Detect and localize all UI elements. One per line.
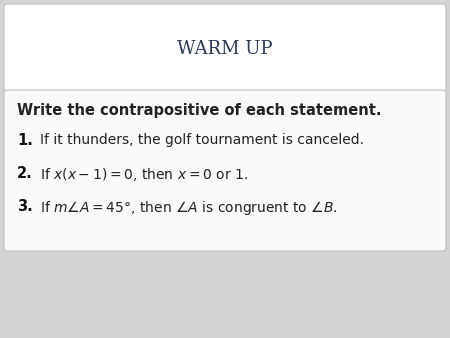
Text: If it thunders, the golf tournament is canceled.: If it thunders, the golf tournament is c… [40, 133, 364, 147]
Text: 3.: 3. [17, 199, 33, 214]
Text: WARM UP: WARM UP [177, 40, 273, 58]
FancyBboxPatch shape [4, 90, 446, 251]
Text: 1.: 1. [17, 133, 33, 148]
Text: Write the contrapositive of each statement.: Write the contrapositive of each stateme… [17, 103, 382, 118]
Text: If $m\angle A = 45°$, then $\angle A$ is congruent to $\angle B$.: If $m\angle A = 45°$, then $\angle A$ is… [40, 199, 338, 217]
FancyBboxPatch shape [4, 4, 446, 93]
Text: 2.: 2. [17, 166, 33, 181]
Text: If $x(x - 1) = 0$, then $x = 0$ or 1.: If $x(x - 1) = 0$, then $x = 0$ or 1. [40, 166, 248, 183]
